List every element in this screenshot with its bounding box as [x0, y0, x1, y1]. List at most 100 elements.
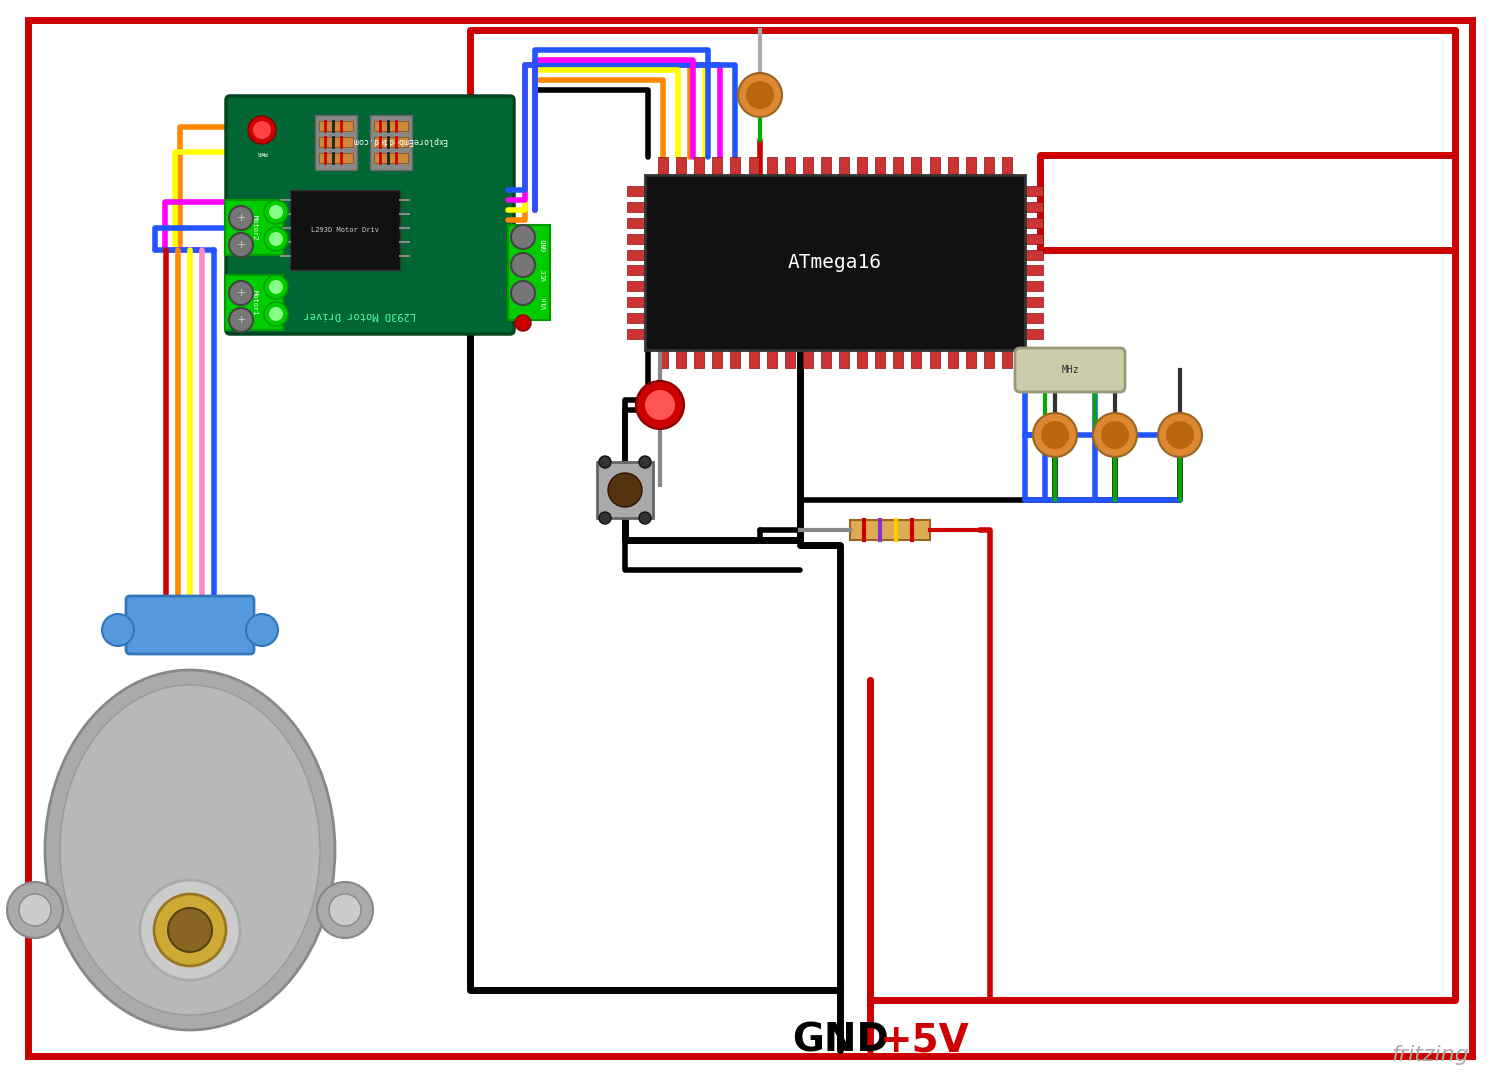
Circle shape [246, 614, 278, 646]
Bar [225, 200, 284, 255]
Circle shape [316, 882, 374, 938]
Circle shape [268, 232, 284, 246]
Bar [1024, 297, 1042, 308]
Text: +: + [237, 315, 246, 325]
Text: GND: GND [542, 239, 548, 252]
Bar [627, 266, 646, 275]
Bar [894, 350, 903, 368]
Circle shape [230, 206, 254, 230]
Bar [225, 275, 284, 330]
Text: VCC: VCC [542, 269, 548, 282]
FancyBboxPatch shape [1016, 348, 1125, 392]
Bar [627, 202, 646, 212]
Bar [839, 350, 849, 368]
Circle shape [230, 281, 254, 305]
Text: +: + [237, 240, 246, 250]
Bar [627, 233, 646, 243]
Bar [1024, 217, 1042, 228]
Bar [1024, 186, 1042, 196]
Bar [1024, 266, 1042, 275]
Bar [374, 121, 408, 131]
Circle shape [264, 302, 288, 326]
Circle shape [1158, 413, 1202, 457]
Bar [1024, 233, 1042, 243]
Circle shape [1041, 421, 1070, 449]
Circle shape [512, 281, 536, 305]
Bar [694, 350, 705, 368]
Bar [627, 281, 646, 292]
Bar [850, 520, 930, 540]
Circle shape [248, 116, 276, 144]
FancyBboxPatch shape [126, 596, 254, 654]
Bar [821, 350, 831, 368]
Bar [730, 350, 741, 368]
FancyBboxPatch shape [226, 96, 514, 334]
Circle shape [514, 315, 531, 331]
Ellipse shape [45, 670, 334, 1030]
Bar [894, 157, 903, 176]
Circle shape [154, 894, 226, 966]
Circle shape [512, 253, 536, 277]
Bar [658, 157, 668, 176]
Circle shape [268, 206, 284, 220]
Bar [645, 175, 1024, 350]
Circle shape [645, 390, 675, 420]
Circle shape [264, 200, 288, 224]
Bar [984, 350, 994, 368]
Circle shape [639, 456, 651, 468]
Bar [984, 157, 994, 176]
Circle shape [20, 894, 51, 926]
Bar [912, 350, 921, 368]
Text: L293D Motor Driver: L293D Motor Driver [303, 310, 416, 320]
Circle shape [512, 225, 536, 249]
Bar [1002, 350, 1013, 368]
Circle shape [140, 880, 240, 980]
Text: +5V: +5V [880, 1021, 971, 1059]
Bar [597, 462, 652, 518]
Bar [766, 157, 777, 176]
Circle shape [639, 512, 651, 524]
Bar [766, 350, 777, 368]
Circle shape [168, 908, 211, 952]
Bar [676, 157, 686, 176]
Bar [966, 350, 975, 368]
Circle shape [1094, 413, 1137, 457]
Circle shape [268, 280, 284, 294]
Bar [627, 313, 646, 323]
Bar [627, 329, 646, 339]
Bar [912, 157, 921, 176]
Circle shape [268, 307, 284, 321]
Text: MHz: MHz [1060, 365, 1078, 376]
Bar [1024, 313, 1042, 323]
Bar [966, 157, 975, 176]
Bar [694, 157, 705, 176]
Bar [712, 157, 723, 176]
Circle shape [328, 894, 362, 926]
Bar [1002, 157, 1013, 176]
Bar [320, 153, 352, 162]
Circle shape [746, 81, 774, 109]
Text: +: + [237, 288, 246, 298]
Circle shape [636, 381, 684, 429]
Text: ATmega16: ATmega16 [788, 253, 882, 272]
Bar [627, 250, 646, 259]
Text: fritzing: fritzing [1390, 1045, 1468, 1065]
Bar [315, 115, 357, 170]
Bar [676, 350, 686, 368]
Bar [948, 157, 957, 176]
Bar [627, 186, 646, 196]
Bar [839, 157, 849, 176]
Circle shape [1034, 413, 1077, 457]
Bar [290, 190, 400, 270]
Bar [802, 157, 813, 176]
Circle shape [738, 73, 782, 117]
Bar [370, 115, 413, 170]
Bar [320, 137, 352, 147]
Bar [856, 350, 867, 368]
Text: Motor2: Motor2 [252, 215, 258, 241]
Bar [627, 217, 646, 228]
Bar [374, 153, 408, 162]
Bar [802, 350, 813, 368]
Bar [730, 157, 741, 176]
Bar [930, 157, 939, 176]
